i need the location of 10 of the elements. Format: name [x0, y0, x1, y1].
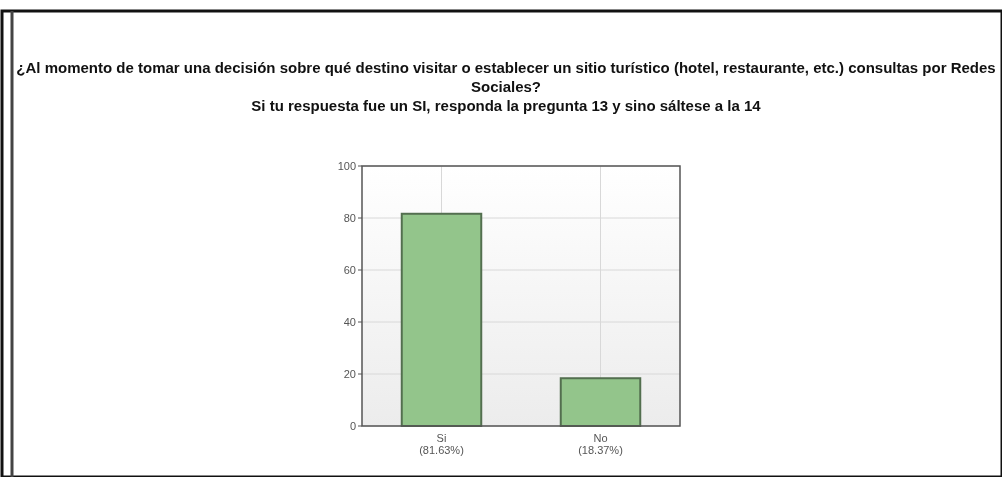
x-tick-label: Si (81.63%)	[419, 432, 464, 456]
y-tick-label: 20	[343, 367, 356, 380]
chart-title: ¿Al momento de tomar una decisión sobre qué destino visitar o establecer un sitio turístico (hotel, restaurante, etc.) consultas por Redes Sociales?	[16, 58, 996, 96]
y-tick-label: 100	[337, 159, 356, 172]
chart-subtitle: Si tu respuesta fue un SI, responda la pregunta 13 y sino sáltese a la 14	[250, 96, 762, 115]
x-tick-label: No (18.37%)	[578, 432, 623, 456]
y-tick-label: 40	[343, 315, 356, 328]
y-tick-label: 0	[349, 419, 356, 432]
y-tick-label: 80	[343, 211, 356, 224]
y-tick-label: 60	[343, 263, 356, 276]
